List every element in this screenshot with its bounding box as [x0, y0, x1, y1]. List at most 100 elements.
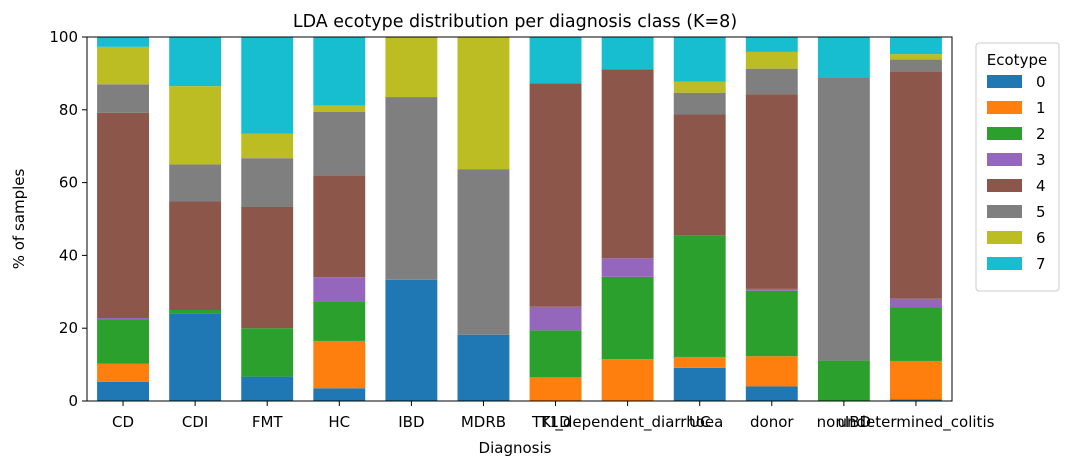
y-tick-label: 0: [68, 392, 78, 410]
legend-swatch: [987, 179, 1022, 192]
plot-frame: [86, 36, 953, 402]
legend-swatch: [987, 75, 1022, 88]
y-tick-label: 60: [59, 174, 78, 192]
legend-entry-label: 2: [1036, 125, 1046, 143]
bar-segment-ecotype-5: [169, 164, 222, 202]
x-tick-label: FMT: [252, 413, 284, 431]
bar-stack: [385, 37, 438, 401]
axes-layer: 0 20 40 60 80 100 CD CDI FMT HC IBD MDRB T1DTKI_depe…: [49, 28, 994, 432]
bar-segment-ecotype-7: [745, 37, 798, 52]
bar-segment-ecotype-1: [97, 363, 149, 382]
bar-segment-ecotype-2: [241, 328, 294, 377]
bar-segment-ecotype-1: [745, 356, 798, 387]
bar-segment-ecotype-4: [313, 175, 366, 278]
legend-swatch: [987, 205, 1022, 218]
x-tick-label: IBD: [398, 413, 424, 431]
bar-segment-ecotype-6: [745, 51, 798, 69]
bar-segment-ecotype-7: [673, 37, 726, 82]
x-tick-label: nonIBD: [817, 413, 871, 431]
bar-segment-ecotype-0: [169, 313, 222, 401]
bar-segment-ecotype-2: [673, 235, 726, 357]
bar-stack: [817, 37, 870, 401]
bar-segment-ecotype-3: [529, 306, 582, 331]
bar-segment-ecotype-6: [385, 37, 438, 98]
bar-segment-ecotype-0: [97, 381, 149, 401]
bar-segment-ecotype-0: [385, 279, 438, 401]
x-tick-label: UC: [689, 413, 710, 431]
bar-segment-ecotype-3: [97, 318, 149, 320]
bar-segment-ecotype-5: [385, 97, 438, 280]
bar-segment-ecotype-7: [601, 37, 654, 70]
bar-segment-ecotype-1: [529, 377, 582, 401]
x-axis-label: Diagnosis: [479, 439, 552, 457]
bar-segment-ecotype-6: [673, 81, 726, 93]
bar-segment-ecotype-5: [890, 59, 942, 72]
bar-segment-ecotype-0: [241, 376, 294, 401]
bar-segment-ecotype-7: [313, 37, 366, 106]
bars-layer: [97, 37, 942, 401]
legend-entry-label: 5: [1036, 203, 1046, 221]
bar-segment-ecotype-4: [241, 206, 294, 329]
legend-entry-label: 7: [1036, 255, 1046, 273]
legend-entry-label: 4: [1036, 177, 1046, 195]
bar-segment-ecotype-7: [169, 37, 222, 87]
bar-segment-ecotype-3: [890, 298, 942, 308]
y-tick-label: 80: [59, 101, 78, 119]
legend-swatch: [987, 127, 1022, 140]
bar-segment-ecotype-2: [313, 301, 366, 341]
bar-segment-ecotype-5: [745, 68, 798, 95]
x-tick-label: CDI: [182, 413, 208, 431]
bar-segment-ecotype-7: [97, 37, 149, 47]
bar-segment-ecotype-5: [817, 77, 870, 361]
bar-stack: [169, 37, 222, 401]
legend: Ecotype 0 1 2 3 4 5 6 7: [975, 42, 1060, 292]
bar-segment-ecotype-0: [313, 388, 366, 401]
bar-stack: [673, 37, 726, 401]
bar-stack: [601, 37, 654, 401]
bar-segment-ecotype-2: [601, 276, 654, 360]
x-tick-label: MDRB: [461, 413, 506, 431]
x-tick-label: TKI_dependent_diarrhoea: [531, 413, 723, 432]
bar-segment-ecotype-6: [169, 86, 222, 165]
bar-segment-ecotype-0: [673, 367, 726, 401]
x-tick-label: undetermined_colitis: [837, 413, 994, 432]
bar-segment-ecotype-1: [313, 340, 366, 389]
bar-segment-ecotype-2: [890, 307, 942, 361]
bar-stack: [97, 37, 149, 401]
bar-segment-ecotype-7: [529, 37, 582, 84]
bar-segment-ecotype-6: [241, 133, 294, 159]
bar-segment-ecotype-2: [169, 310, 222, 314]
bar-segment-ecotype-6: [313, 105, 366, 112]
bar-segment-ecotype-0: [457, 334, 510, 401]
legend-entry-label: 1: [1036, 99, 1046, 117]
bar-segment-ecotype-1: [890, 360, 942, 400]
bar-stack: [529, 37, 582, 401]
bar-stack: [457, 37, 510, 401]
bar-stack: [890, 37, 942, 401]
bar-segment-ecotype-6: [890, 54, 942, 60]
bar-stack: [241, 37, 294, 401]
bar-segment-ecotype-6: [97, 46, 149, 85]
legend-swatch: [987, 257, 1022, 270]
bar-segment-ecotype-3: [601, 258, 654, 277]
bar-segment-ecotype-2: [745, 290, 798, 357]
x-tick-label: HC: [328, 413, 350, 431]
bar-segment-ecotype-4: [673, 114, 726, 236]
bar-segment-ecotype-5: [97, 84, 149, 113]
bar-segment-ecotype-5: [457, 169, 510, 335]
legend-entry-label: 3: [1036, 151, 1046, 169]
bar-segment-ecotype-5: [313, 111, 366, 176]
bar-segment-ecotype-5: [673, 92, 726, 115]
bar-segment-ecotype-4: [745, 94, 798, 289]
bar-segment-ecotype-1: [673, 356, 726, 368]
bar-segment-ecotype-2: [817, 360, 870, 401]
bar-segment-ecotype-4: [890, 71, 942, 299]
x-tick-label: donor: [750, 413, 794, 431]
bar-stack: [313, 37, 366, 401]
bar-segment-ecotype-0: [890, 399, 942, 401]
bar-segment-ecotype-4: [169, 201, 222, 310]
bar-segment-ecotype-3: [745, 288, 798, 291]
x-tick-label: CD: [112, 413, 134, 431]
y-tick-label: 40: [59, 246, 78, 264]
